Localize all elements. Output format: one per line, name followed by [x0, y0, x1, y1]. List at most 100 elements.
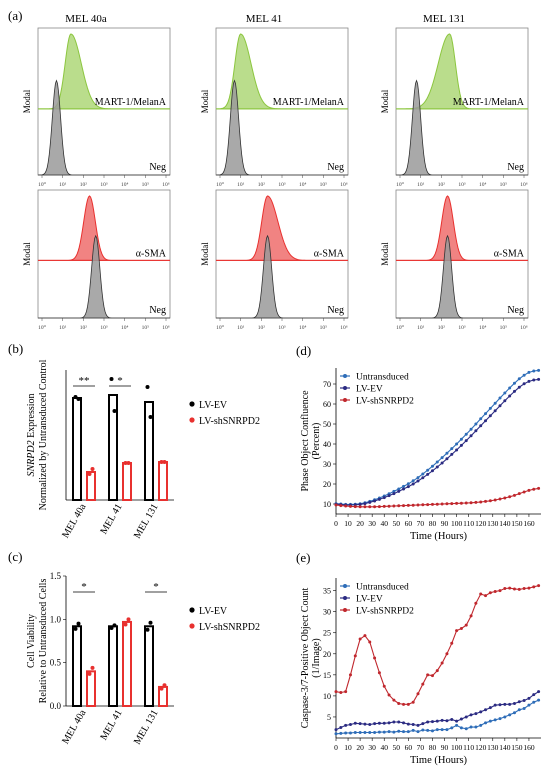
series-point	[450, 502, 454, 506]
flow-tick-label: 10⁵	[142, 182, 150, 188]
series-point	[368, 505, 372, 509]
series-point	[435, 728, 439, 732]
series-point	[411, 700, 415, 704]
y-axis-label: Phase Object Confluence	[300, 390, 311, 492]
bar-lv-ev	[72, 625, 82, 707]
y-tick-label: 15	[323, 671, 331, 680]
x-tick-label: 10	[344, 519, 352, 528]
series-point	[488, 706, 492, 710]
series-point	[402, 702, 406, 706]
x-tick-label: 120	[475, 519, 487, 528]
marker-label: MART-1/MelanA	[95, 97, 167, 108]
bar-lv-shsnrpd2	[122, 462, 132, 501]
x-tick-label: 60	[405, 743, 413, 752]
series-point	[377, 721, 381, 725]
series-point	[455, 629, 459, 633]
x-tick-label: 30	[368, 519, 376, 528]
flow-tick-label: 10⁰	[38, 181, 47, 188]
series-point	[464, 715, 468, 719]
y-tick-label: 10	[323, 692, 331, 701]
series-point	[406, 730, 410, 734]
series-point	[527, 696, 531, 700]
bar-lv-ev	[108, 394, 118, 501]
series-point	[402, 730, 406, 734]
series-point	[469, 427, 473, 431]
x-tick-label: 150	[511, 519, 523, 528]
series-point	[474, 725, 478, 729]
x-tick-label: MEL 40a	[60, 502, 89, 541]
bar-lv-ev	[144, 401, 154, 501]
series-point	[479, 710, 483, 714]
series-point	[488, 499, 492, 503]
legend-marker	[189, 623, 195, 629]
panel-label-d: (d)	[296, 343, 311, 358]
series-point	[522, 490, 526, 494]
y-tick-label: 20	[323, 480, 331, 489]
flow-ylabel: Modal	[22, 89, 32, 113]
series-point	[455, 501, 459, 505]
flow-tick-label: 10⁶	[520, 182, 528, 188]
series-point	[387, 494, 391, 498]
series-point	[339, 725, 343, 729]
series-point	[479, 500, 483, 504]
series-point	[363, 502, 367, 506]
series-point	[479, 417, 483, 421]
data-point	[159, 686, 164, 691]
series-point	[484, 594, 488, 598]
marker-label: α-SMA	[136, 248, 167, 259]
x-tick-label: 130	[487, 519, 499, 528]
y-axis-label-gene: SNRPD2	[26, 440, 37, 476]
series-point	[537, 584, 541, 588]
series-point	[373, 722, 377, 726]
flow-tick-label: 10¹	[417, 325, 425, 331]
series-point	[421, 503, 425, 507]
series-point	[488, 414, 492, 418]
legend-marker	[343, 608, 347, 612]
x-axis-label: Time (Hours)	[410, 531, 468, 542]
series-point	[527, 703, 531, 707]
series-point	[426, 472, 430, 476]
series-point	[406, 482, 410, 486]
series-point	[488, 719, 492, 723]
x-tick-label: 80	[429, 743, 437, 752]
data-point	[162, 683, 167, 688]
series-point	[382, 684, 386, 688]
panel-label-c: (c)	[8, 549, 22, 564]
series-point	[459, 437, 463, 441]
series-point	[348, 673, 352, 677]
x-tick-label: 150	[511, 743, 523, 752]
significance-label: *	[153, 581, 159, 593]
legend-label: LV-shSNRPD2	[199, 416, 260, 427]
y-tick-label: 60	[323, 400, 331, 409]
flow-tick-label: 10³	[458, 182, 466, 188]
series-point	[440, 661, 444, 665]
x-tick-label: 100	[451, 743, 463, 752]
flow-col-title-1: MEL 40a	[65, 13, 107, 25]
series-point	[406, 722, 410, 726]
legend-marker	[343, 596, 347, 600]
series-point	[382, 496, 386, 500]
series-point	[479, 424, 483, 428]
series-point	[392, 720, 396, 724]
series-point	[344, 731, 348, 735]
flow-tick-label: 10⁶	[162, 182, 170, 188]
flow-tick-label: 10⁶	[340, 182, 348, 188]
series-point	[474, 429, 478, 433]
y-tick-label: 1.5	[50, 571, 62, 581]
bar-lv-ev	[144, 625, 154, 707]
series-point	[353, 505, 357, 509]
legend-label: LV-shSNRPD2	[356, 607, 414, 617]
flow-tick-label: 10²	[438, 325, 446, 331]
flow-tick-label: 10⁶	[340, 325, 348, 331]
series-point	[421, 682, 425, 686]
neg-label: Neg	[149, 305, 166, 316]
y-tick-label: 1.0	[50, 614, 62, 624]
flow-tick-label: 10⁴	[121, 325, 129, 331]
series-point	[430, 729, 434, 733]
flow-tick-label: 10⁵	[320, 325, 328, 331]
flow-tick-label: 10⁰	[216, 324, 225, 331]
series-point	[397, 729, 401, 733]
series-point	[508, 702, 512, 706]
neg-histogram	[215, 79, 348, 176]
series-point	[435, 460, 439, 464]
